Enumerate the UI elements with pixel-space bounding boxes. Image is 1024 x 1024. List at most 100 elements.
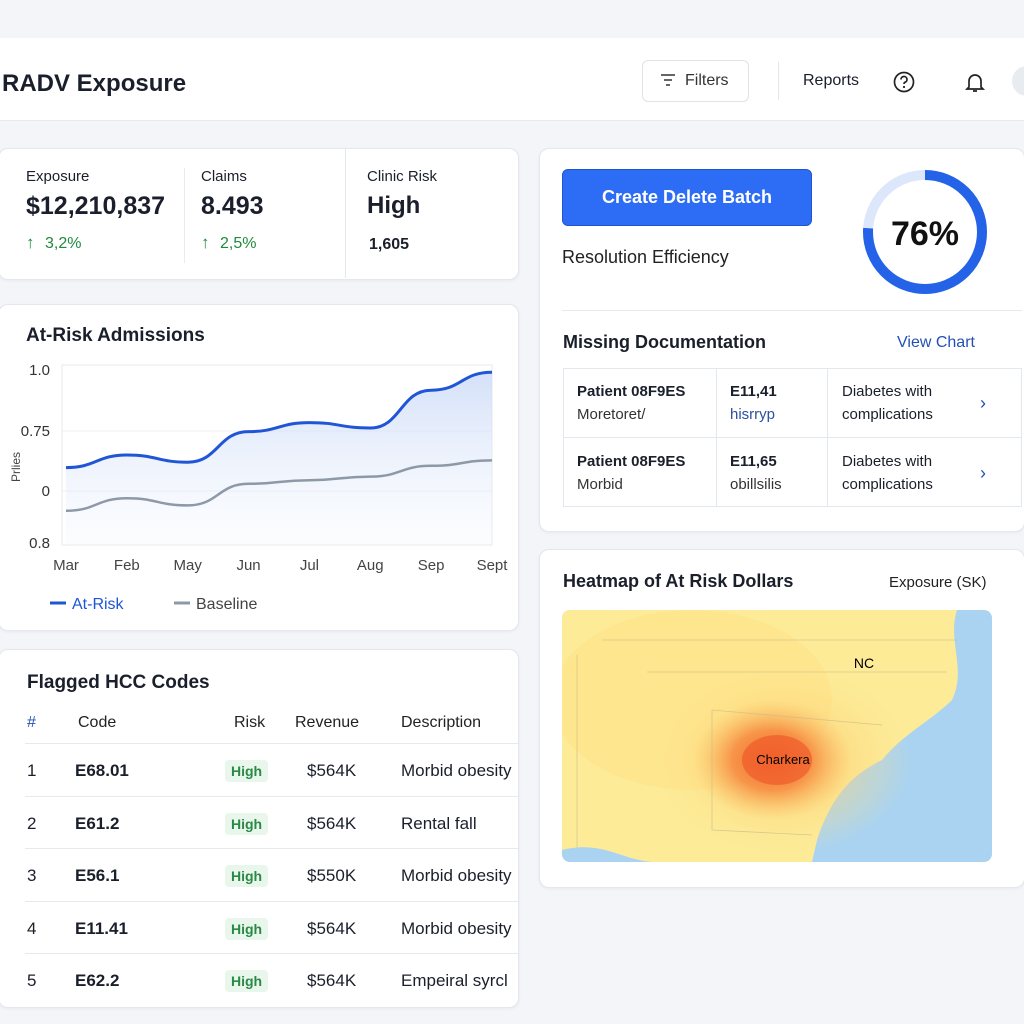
filters-label: Filters — [685, 72, 729, 89]
legend-label: Baseline — [196, 596, 257, 613]
code: E11.41 — [75, 918, 128, 938]
column-header: Code — [78, 714, 117, 731]
gauge-arc — [863, 170, 987, 294]
patient-id: Patient 08F9ES — [577, 453, 686, 470]
row-number: 4 — [27, 918, 37, 938]
column-header: Description — [401, 714, 482, 731]
column-header: Risk — [234, 714, 266, 731]
chevron[interactable]: › — [980, 393, 986, 413]
y-tick-label: 0.75 — [21, 423, 50, 440]
heatmap-map: NC Charkera — [562, 610, 992, 862]
trend-up-icon: ↑ — [26, 233, 35, 252]
kpi-label: Clinic Risk — [367, 168, 438, 185]
chart-title: At-Risk Admissions — [26, 325, 205, 346]
code: E56.1 — [75, 866, 120, 885]
trend-up-icon: ↑ — [201, 233, 210, 252]
kpi-change: 3,2% — [45, 235, 82, 252]
description: complications — [842, 476, 933, 493]
reports-link[interactable]: Reports — [803, 72, 860, 89]
y-axis-label: Prlies — [9, 452, 23, 482]
code: E68.01 — [75, 761, 129, 780]
x-tick-label: Jun — [236, 557, 260, 574]
risk-badge: High — [225, 865, 269, 887]
description: Empeiral syrcl — [401, 971, 508, 990]
kpi-value: 8.493 — [201, 192, 264, 220]
description: Morbid obesity — [401, 761, 512, 780]
patient-note: Moretoret/ — [577, 406, 646, 423]
code-note: obillsilis — [730, 476, 782, 493]
divider — [25, 953, 518, 954]
kpi-value: High — [367, 192, 421, 219]
help-icon[interactable] — [892, 70, 916, 94]
code: E61.2 — [75, 813, 120, 833]
description: Rental fall — [401, 813, 477, 833]
row-number: 5 — [27, 971, 37, 990]
hcc-card: Flagged HCC Codes # Code Risk Revenue Descrip… — [0, 649, 519, 1008]
row-number: 3 — [27, 866, 37, 885]
revenue: $564K — [307, 971, 357, 990]
chevron[interactable]: › — [980, 463, 986, 483]
create-batch-button[interactable]: Create Delete Batch — [562, 169, 812, 226]
x-tick-label: May — [174, 557, 203, 574]
revenue: $564K — [307, 813, 357, 833]
description: Morbid obesity — [401, 918, 512, 938]
risk-badge: High — [225, 812, 269, 835]
x-tick-label: Feb — [114, 557, 140, 574]
filters-button[interactable] — [642, 60, 749, 102]
x-tick-label: Aug — [357, 557, 384, 574]
divider — [25, 743, 518, 744]
divider — [716, 368, 717, 507]
risk-badge: High — [225, 970, 269, 992]
filter-icon — [661, 74, 675, 86]
x-tick-label: Jul — [300, 557, 319, 574]
kpi-change: 2,5% — [220, 235, 257, 252]
map-label: Charkera — [756, 752, 810, 767]
patient-note: Morbid — [577, 476, 623, 493]
divider — [184, 168, 185, 263]
column-header: # — [27, 714, 36, 731]
kpi-sub: 1,605 — [369, 236, 410, 253]
line — [65, 370, 493, 470]
kpi-value: $12,210,837 — [26, 192, 166, 220]
page-title: RADV Exposure — [2, 70, 187, 97]
divider — [562, 310, 1022, 311]
divider — [345, 148, 346, 278]
risk-badge: High — [225, 760, 269, 782]
metric-label: Resolution Efficiency — [562, 247, 729, 267]
heatmap-title: Heatmap of At Risk Dollars — [563, 571, 794, 591]
code: E62.2 — [75, 971, 120, 990]
divider — [563, 437, 1022, 438]
row-number: 2 — [27, 813, 37, 833]
code-note: hisrryp — [730, 406, 776, 423]
heatmap-legend: Exposure (SK) — [889, 574, 987, 591]
divider — [25, 848, 518, 849]
y-tick-label: 0 — [42, 483, 50, 500]
gauge-label: 76% — [891, 215, 959, 253]
header — [0, 38, 1024, 121]
revenue: $550K — [307, 866, 357, 885]
kpi-card — [0, 148, 519, 280]
x-tick-label: Sept — [477, 557, 509, 574]
divider — [827, 368, 828, 507]
line — [65, 459, 493, 513]
x-tick-label: Mar — [53, 557, 79, 574]
kpi-label: Claims — [201, 168, 247, 185]
view-chart-link[interactable]: View Chart — [897, 334, 975, 351]
hcc-title: Flagged HCC Codes — [27, 672, 210, 693]
bell-icon[interactable] — [963, 70, 987, 94]
divider — [778, 62, 779, 100]
revenue: $564K — [307, 761, 357, 780]
description: Diabetes with — [842, 453, 933, 470]
legend-label: At-Risk — [72, 596, 125, 613]
patient-id: Patient 08F9ES — [577, 383, 686, 400]
description: Morbid obesity — [401, 866, 512, 885]
revenue: $564K — [307, 918, 357, 938]
divider — [25, 795, 518, 797]
hcc-table: Flagged HCC Codes # Code Risk Revenue Descrip… — [0, 650, 518, 1007]
missing-docs-title: Missing Documentation — [563, 332, 767, 352]
risk-badge: High — [225, 917, 269, 940]
avatar[interactable] — [1012, 66, 1024, 96]
x-tick-label: Sep — [418, 557, 445, 574]
gauge: 76% — [863, 170, 987, 294]
